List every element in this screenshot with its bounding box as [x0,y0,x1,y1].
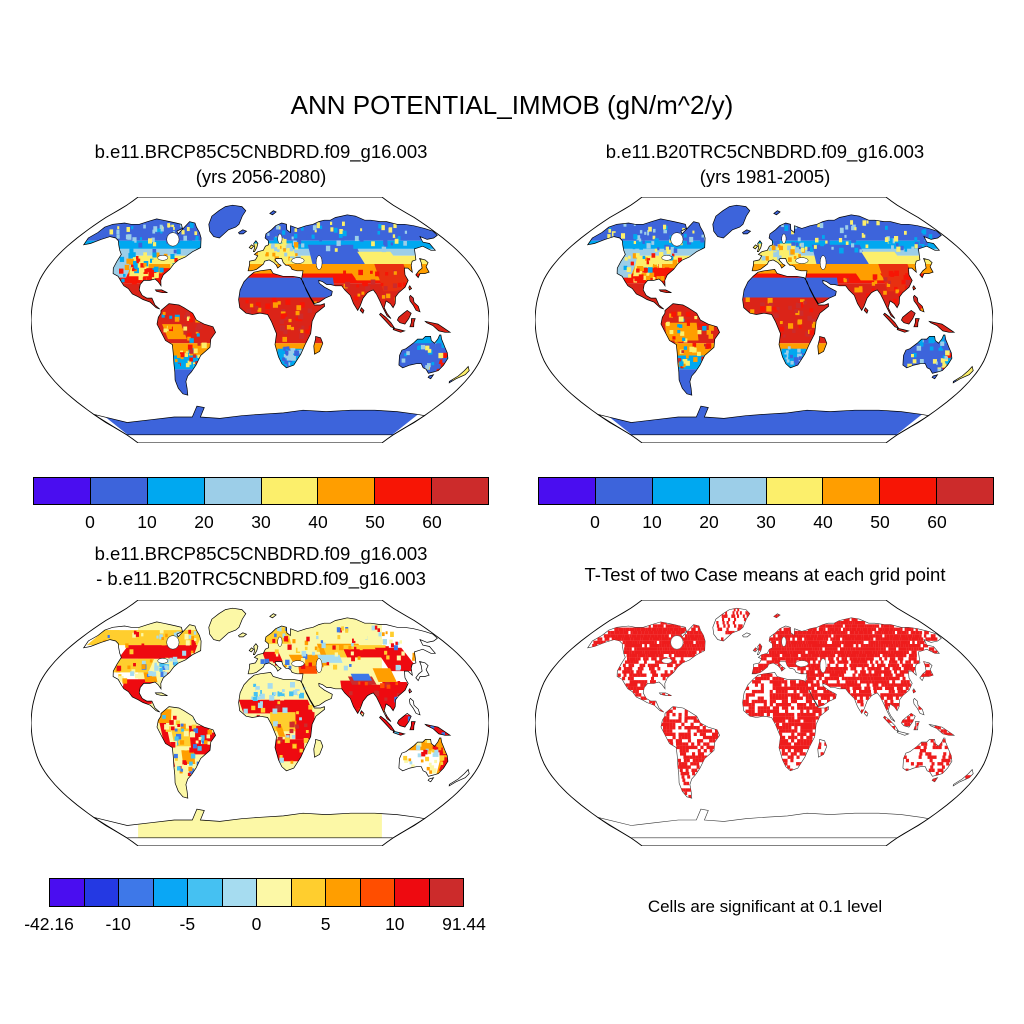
colorbar-tick-label: 0 [590,512,600,532]
colorbar-bar [33,477,489,505]
colorbar-case2: 0 10 20 30 40 50 60 [538,477,994,532]
figure-title: ANN POTENTIAL_IMMOB (gN/m^2/y) [290,90,734,120]
colorbar-tick-label: 60 [927,512,947,532]
colorbar-tick-label: 30 [251,512,271,532]
colorbar-segment [766,478,824,504]
ttest-caption: Cells are significant at 0.1 level [647,897,883,916]
colorbar-segment [34,478,91,504]
colorbar-tick-label: 0 [85,512,95,532]
colorbar-segment [119,879,154,906]
colorbar-segment [652,478,710,504]
colorbar-segment [709,478,767,504]
colorbar-segment [429,879,463,906]
map-case2-20thc [534,196,994,444]
colorbar-tick-label: 50 [365,512,385,532]
colorbar-segment [204,478,262,504]
colorbar-difference: -42.16 -10 -5 0 5 10 91.44 [24,878,486,934]
colorbar-tick-label: 20 [194,512,214,532]
colorbar-segment [261,478,319,504]
colorbar-segment [84,879,119,906]
colorbar-bar [49,878,464,907]
colorbar-segment [360,879,395,906]
panel-title-case2-line1: b.e11.B20TRC5CNBDRD.f09_g16.003 [605,141,925,162]
panel-title-case1-line2: (yrs 2056-2080) [195,166,327,187]
colorbar-tick-labels: -42.16 -10 -5 0 5 10 91.44 [24,907,486,937]
panel-title-case1: b.e11.BRCP85C5CNBDRD.f09_g16.003 (yrs 20… [30,139,492,189]
colorbar-segment [222,879,257,906]
map-difference [30,599,490,847]
panel-title-ttest: T-Test of two Case means at each grid po… [534,562,996,587]
colorbar-segment [395,879,430,906]
colorbar-segment [318,478,376,504]
colorbar-case1: 0 10 20 30 40 50 60 [33,477,489,532]
colorbar-segment [823,478,881,504]
panel-title-ttest-line1: T-Test of two Case means at each grid po… [584,564,946,585]
panel-title-diff-line1: b.e11.BRCP85C5CNBDRD.f09_g16.003 [94,543,428,564]
colorbar-bar [538,477,994,505]
colorbar-segment [937,478,993,504]
colorbar-segment [153,879,188,906]
colorbar-tick-label: 50 [870,512,890,532]
colorbar-segment [539,478,596,504]
colorbar-segment [326,879,361,906]
panel-title-case1-line1: b.e11.BRCP85C5CNBDRD.f09_g16.003 [94,141,428,162]
colorbar-tick-label: 91.44 [442,914,486,934]
panel-title-case2-line2: (yrs 1981-2005) [699,166,831,187]
colorbar-segment [257,879,292,906]
colorbar-tick-label: 0 [251,914,262,934]
colorbar-tick-labels: 0 10 20 30 40 50 60 [538,505,994,535]
map-ttest-significance [534,599,994,847]
colorbar-tick-label: -42.16 [24,914,74,934]
panel-title-case2: b.e11.B20TRC5CNBDRD.f09_g16.003 (yrs 198… [534,139,996,189]
colorbar-tick-labels: 0 10 20 30 40 50 60 [33,505,489,535]
colorbar-segment [375,478,433,504]
colorbar-tick-label: 10 [642,512,662,532]
colorbar-segment [595,478,653,504]
colorbar-tick-label: 60 [422,512,442,532]
colorbar-tick-label: 10 [137,512,157,532]
colorbar-segment [147,478,205,504]
colorbar-tick-label: 40 [308,512,328,532]
colorbar-segment [291,879,326,906]
colorbar-tick-label: 20 [699,512,719,532]
panel-title-diff: b.e11.BRCP85C5CNBDRD.f09_g16.003 - b.e11… [30,541,492,591]
colorbar-tick-label: -5 [179,914,196,934]
colorbar-segment [90,478,148,504]
colorbar-tick-label: 30 [756,512,776,532]
colorbar-segment [432,478,488,504]
colorbar-tick-label: -10 [105,914,131,934]
map-case1-rcp85 [30,196,490,444]
colorbar-tick-label: 5 [320,914,331,934]
colorbar-tick-label: 40 [813,512,833,532]
panel-title-diff-line2: - b.e11.B20TRC5CNBDRD.f09_g16.003 [96,568,426,589]
colorbar-segment [188,879,223,906]
colorbar-tick-label: 10 [385,914,405,934]
colorbar-segment [50,879,85,906]
colorbar-segment [880,478,938,504]
